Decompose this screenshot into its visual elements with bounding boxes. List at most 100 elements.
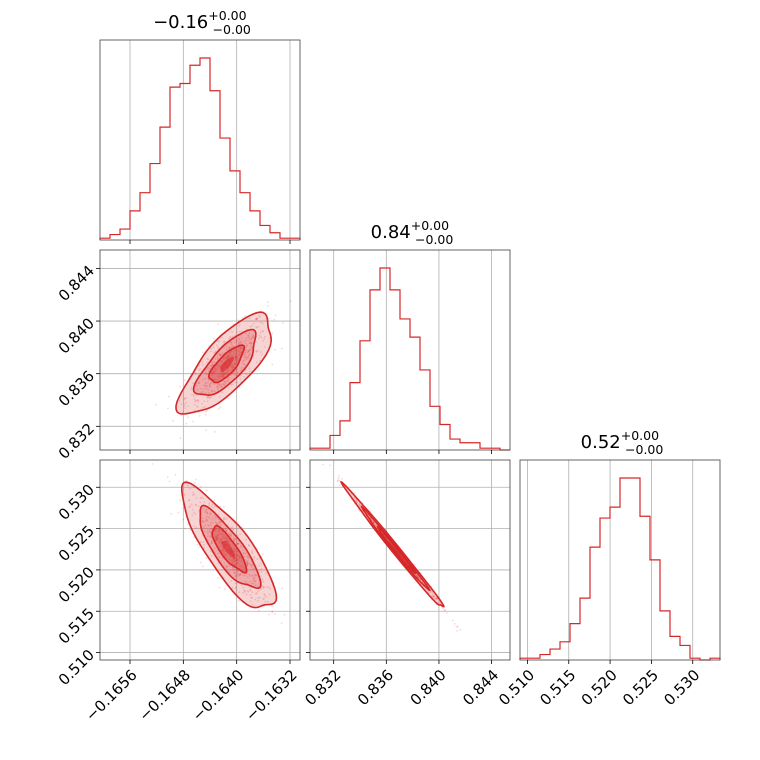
pair-0-point bbox=[240, 367, 243, 369]
pair-2-point bbox=[444, 609, 446, 612]
pair-0-point bbox=[194, 372, 197, 375]
pair-0-point bbox=[199, 368, 202, 371]
pair-0-point bbox=[183, 399, 185, 401]
pair-0-point bbox=[208, 395, 210, 398]
pair-1-point bbox=[247, 590, 250, 593]
pair-1-point bbox=[262, 580, 265, 583]
pair-1-point bbox=[195, 526, 198, 529]
pair-0-point bbox=[262, 340, 265, 342]
pair-0-point bbox=[218, 384, 221, 387]
pair-0-point bbox=[259, 321, 262, 324]
pair-1-point bbox=[253, 556, 256, 558]
pair-1-point bbox=[225, 530, 228, 533]
pair-0-point bbox=[206, 367, 209, 370]
pair-0-point bbox=[251, 347, 254, 349]
pair-0-point bbox=[213, 351, 216, 354]
pair-1-point bbox=[243, 552, 246, 554]
pair-0-point bbox=[172, 419, 174, 422]
pair-1-point bbox=[199, 485, 202, 488]
pair-1-point bbox=[274, 613, 276, 615]
pair-2-point bbox=[417, 576, 420, 579]
pair-1-point bbox=[179, 499, 182, 502]
pair-1-point bbox=[222, 517, 225, 520]
pair-0-point bbox=[251, 336, 253, 339]
pair-0-point bbox=[212, 364, 214, 367]
y-tick-label-2-4: 0.530 bbox=[55, 481, 98, 524]
pair-0-point bbox=[239, 330, 241, 333]
pair-0-point bbox=[240, 369, 242, 372]
pair-1-point bbox=[249, 581, 252, 583]
pair-1-point bbox=[230, 527, 232, 530]
pair-1-point bbox=[248, 562, 251, 565]
pair-1-point bbox=[231, 568, 234, 571]
pair-0-point bbox=[205, 384, 208, 387]
pair-0-point bbox=[221, 336, 224, 339]
pair-0-point bbox=[213, 370, 216, 373]
pair-1-point bbox=[245, 552, 248, 555]
pair-0-point bbox=[245, 339, 248, 341]
pair-0-point bbox=[255, 318, 258, 321]
pair-0-point bbox=[194, 409, 196, 412]
pair-0-point bbox=[213, 378, 216, 381]
pair-0-point bbox=[206, 396, 209, 399]
pair-1-point bbox=[210, 555, 213, 557]
pair-1-point bbox=[225, 537, 228, 539]
pair-0-point bbox=[237, 319, 240, 322]
pair-1-point bbox=[252, 567, 255, 570]
pair-0-point bbox=[241, 337, 244, 339]
pair-0-point bbox=[224, 382, 227, 384]
pair-0-point bbox=[231, 335, 234, 338]
pair-1-point bbox=[234, 572, 236, 575]
pair-0-point bbox=[208, 397, 211, 400]
pair-2-point bbox=[338, 474, 340, 477]
pair-0-point bbox=[245, 337, 248, 339]
pair-0-point bbox=[185, 401, 188, 404]
pair-1-point bbox=[202, 526, 205, 528]
pair-1-point bbox=[217, 530, 220, 533]
pair-1-point bbox=[215, 536, 217, 538]
pair-0-point bbox=[184, 398, 187, 400]
pair-0-point bbox=[201, 378, 204, 381]
pair-1-point bbox=[231, 526, 234, 529]
pair-1-point bbox=[211, 542, 213, 545]
pair-0-point bbox=[249, 353, 251, 356]
pair-1-point bbox=[226, 538, 229, 541]
pair-2-point bbox=[372, 521, 375, 524]
panel-title-1-sup: +0.00 bbox=[411, 218, 449, 233]
pair-0-point bbox=[252, 322, 255, 325]
pair-1-point bbox=[233, 568, 236, 571]
pair-1-point bbox=[205, 489, 208, 492]
pair-0-point bbox=[256, 317, 259, 320]
pair-1-point bbox=[188, 499, 191, 501]
pair-0-point bbox=[205, 387, 208, 390]
pair-2-point bbox=[431, 593, 434, 596]
pair-0-point bbox=[252, 335, 255, 338]
pair-0-point bbox=[217, 383, 220, 385]
pair-1-point bbox=[249, 589, 252, 592]
pair-0-point bbox=[260, 336, 263, 339]
pair-1-point bbox=[246, 560, 248, 563]
pair-0-point bbox=[218, 354, 221, 356]
pair-0-point bbox=[257, 325, 260, 328]
pair-1-point bbox=[215, 527, 218, 530]
pair-0-point bbox=[207, 370, 210, 372]
pair-0-point bbox=[167, 407, 169, 410]
pair-0-point bbox=[201, 407, 204, 409]
pair-1-point bbox=[224, 564, 227, 567]
pair-1-point bbox=[218, 529, 221, 531]
pair-0-point bbox=[205, 368, 208, 371]
grid-layer bbox=[100, 40, 694, 660]
pair-1-point bbox=[206, 529, 209, 531]
pair-0-point bbox=[249, 342, 252, 344]
pair-0-content bbox=[155, 300, 292, 440]
pair-0-point bbox=[236, 331, 238, 334]
pair-1-point bbox=[236, 550, 239, 553]
pair-0-point bbox=[240, 374, 243, 376]
pair-2-point bbox=[415, 574, 418, 577]
pair-1-point bbox=[228, 533, 231, 536]
pair-1-point bbox=[219, 542, 221, 545]
pair-0-point bbox=[220, 360, 223, 363]
pair-1-point bbox=[209, 521, 212, 524]
pair-1-point bbox=[221, 533, 224, 536]
